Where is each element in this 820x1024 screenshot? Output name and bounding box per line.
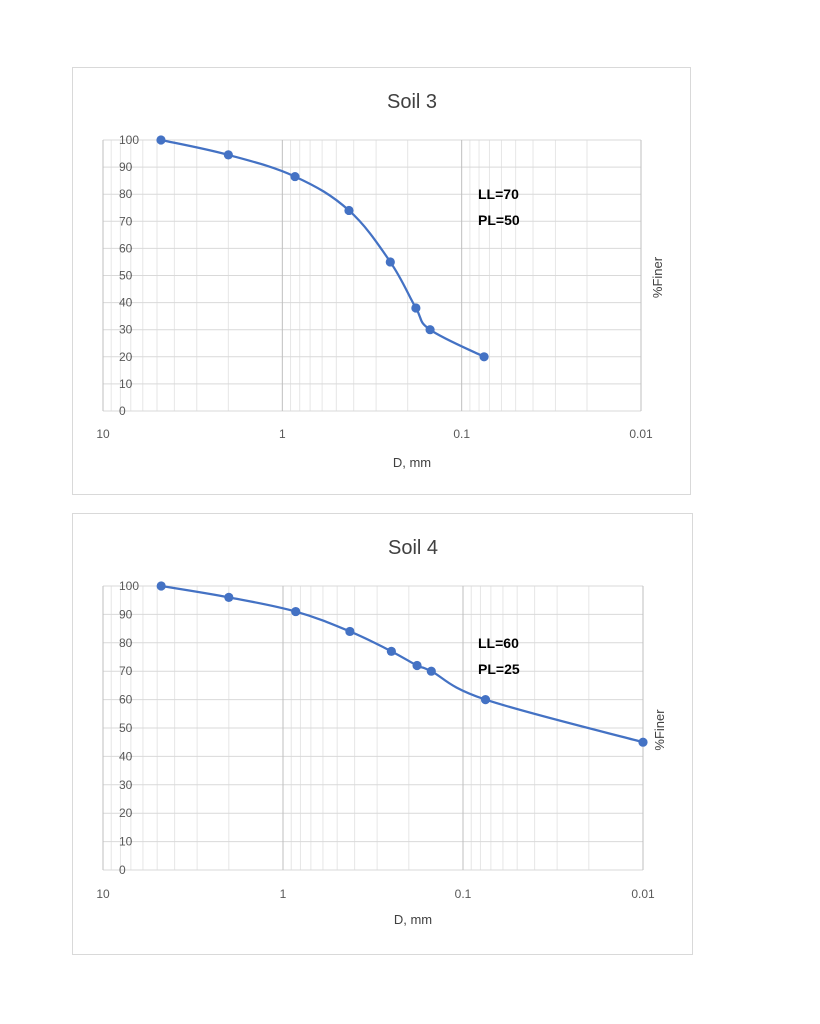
- x-tick-label: 1: [280, 887, 287, 901]
- y-tick-label: 70: [119, 664, 133, 678]
- chart-title: Soil 4: [388, 537, 438, 559]
- data-point: [156, 135, 166, 145]
- data-point: [291, 606, 301, 617]
- data-point: [386, 646, 396, 656]
- data-point: [412, 660, 422, 671]
- data-point: [156, 581, 166, 591]
- y-tick-label: 0: [119, 404, 126, 418]
- chart-title: Soil 3: [387, 91, 437, 113]
- data-point: [411, 303, 421, 313]
- annotation-label: LL=60: [478, 635, 519, 651]
- data-point: [345, 626, 355, 637]
- data-point: [224, 592, 234, 602]
- x-tick-label: 0.01: [631, 887, 655, 901]
- y-tick-label: 30: [119, 323, 133, 337]
- data-point: [344, 205, 354, 216]
- y-tick-label: 70: [119, 214, 133, 228]
- y-tick-label: 60: [119, 241, 133, 255]
- x-tick-label: 1: [279, 427, 286, 441]
- chart-soil-3: 0 10 20 30 40 50 60 70 80 90 100 10 1 0.1 0.01 Soil 3 D,…: [96, 91, 665, 470]
- x-axis-label: D, mm: [393, 455, 431, 470]
- y-tick-label: 50: [119, 721, 133, 735]
- y-tick-label: 80: [119, 636, 133, 650]
- series-line: [161, 584, 644, 744]
- y-tick-label: 20: [119, 806, 133, 820]
- annotation-label: PL=50: [478, 212, 520, 228]
- x-tick-label: 10: [96, 887, 110, 901]
- grid: [102, 585, 644, 871]
- annotation-label: PL=25: [478, 661, 520, 677]
- y-tick-label: 30: [119, 778, 133, 792]
- x-tick-label: 10: [96, 427, 110, 441]
- y-tick-label: 50: [119, 269, 133, 283]
- y-tick-label: 100: [119, 133, 139, 147]
- x-tick-label: 0.1: [455, 887, 472, 901]
- y-axis-label: %Finer: [652, 709, 667, 751]
- chart-panel-soil-3: 0 10 20 30 40 50 60 70 80 90 100 10 1 0.1 0.01 Soil 3 D,…: [72, 67, 691, 495]
- data-point: [638, 737, 648, 747]
- x-axis-label: D, mm: [394, 912, 432, 927]
- chart-soil-4: 0 10 20 30 40 50 60 70 80 90 100 10 1 0.1 0.01 Soil 4 D,…: [96, 537, 667, 927]
- y-tick-label: 90: [119, 160, 133, 174]
- y-tick-label: 90: [119, 607, 133, 621]
- y-tick-label: 20: [119, 350, 133, 364]
- y-tick-label: 60: [119, 693, 133, 707]
- y-tick-label: 40: [119, 296, 133, 310]
- grid: [102, 139, 642, 412]
- x-tick-label: 0.1: [453, 427, 470, 441]
- data-point: [479, 352, 489, 362]
- data-point: [425, 325, 435, 335]
- y-tick-label: 40: [119, 749, 133, 763]
- data-point: [223, 150, 233, 160]
- data-point: [480, 695, 491, 705]
- y-tick-label: 0: [119, 863, 126, 877]
- y-tick-label: 10: [119, 377, 133, 391]
- x-tick-label: 0.01: [629, 427, 653, 441]
- y-tick-label: 80: [119, 187, 133, 201]
- data-point: [290, 171, 300, 182]
- data-point: [426, 666, 436, 676]
- data-point: [385, 257, 395, 267]
- chart-panel-soil-4: 0 10 20 30 40 50 60 70 80 90 100 10 1 0.1 0.01 Soil 4 D,…: [72, 513, 693, 955]
- y-axis-label: %Finer: [650, 256, 665, 298]
- annotation-label: LL=70: [478, 186, 519, 202]
- y-tick-label: 100: [119, 579, 139, 593]
- y-tick-label: 10: [119, 835, 133, 849]
